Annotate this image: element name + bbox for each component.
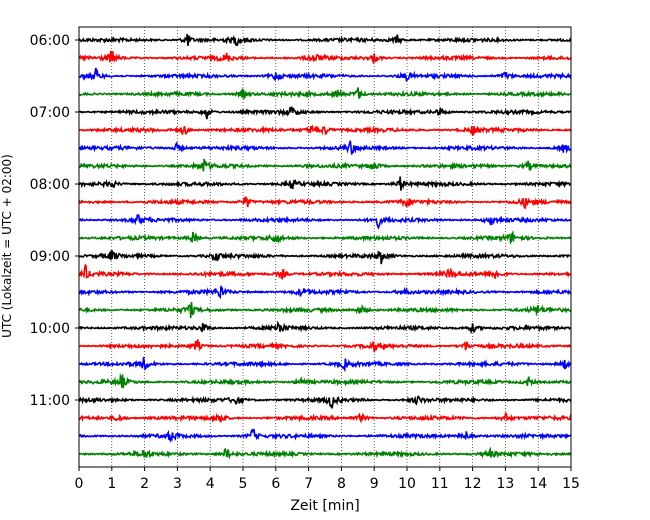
trace-0800 <box>78 176 572 191</box>
y-tick-label: 10:00 <box>30 321 70 337</box>
x-tick-label: 8 <box>337 476 346 492</box>
trace-0830 <box>78 213 572 230</box>
x-axis-label: Zeit [min] <box>290 498 359 514</box>
x-tick-label: 5 <box>239 476 248 492</box>
vertical-gridlines <box>111 27 539 467</box>
y-axis-ticks: 06:00 07:00 08:00 09:00 10:00 11:00 <box>30 33 79 409</box>
trace-0700 <box>78 106 572 120</box>
trace-0615 <box>78 50 572 66</box>
plot-frame <box>78 26 572 468</box>
trace-1000 <box>78 320 572 335</box>
trace-0730 <box>78 140 572 155</box>
x-tick-label: 9 <box>370 476 379 492</box>
x-tick-label: 12 <box>464 476 482 492</box>
x-tick-label: 10 <box>398 476 416 492</box>
x-tick-label: 1 <box>107 476 116 492</box>
trace-0815 <box>78 196 572 210</box>
y-axis-label: UTC (Lokalzeit = UTC + 02:00) <box>0 154 14 338</box>
trace-0630 <box>78 67 572 82</box>
trace-0600 <box>78 33 572 47</box>
x-tick-label: 3 <box>173 476 182 492</box>
trace-0945 <box>78 302 572 319</box>
trace-0645 <box>78 87 572 100</box>
trace-0845 <box>78 230 572 245</box>
x-tick-label: 0 <box>75 476 84 492</box>
x-axis-ticks: 0 1 2 3 4 5 6 7 8 9 10 11 12 13 14 15 <box>75 467 580 492</box>
trace-1115 <box>78 412 572 424</box>
trace-1030 <box>78 356 572 373</box>
x-tick-label: 15 <box>562 476 580 492</box>
x-tick-label: 7 <box>304 476 313 492</box>
y-tick-label: 06:00 <box>30 33 70 49</box>
y-tick-label: 09:00 <box>30 249 70 265</box>
y-tick-label: 07:00 <box>30 105 70 121</box>
x-tick-label: 6 <box>271 476 280 492</box>
trace-0915 <box>78 263 572 281</box>
trace-1100 <box>78 395 572 409</box>
trace-1045 <box>78 372 572 389</box>
x-tick-label: 2 <box>140 476 149 492</box>
trace-1015 <box>78 339 572 353</box>
y-tick-label: 08:00 <box>30 177 70 193</box>
trace-0930 <box>78 285 572 300</box>
trace-1130 <box>78 428 572 444</box>
trace-0900 <box>78 249 572 265</box>
x-tick-label: 14 <box>529 476 547 492</box>
x-tick-label: 13 <box>496 476 514 492</box>
trace-0715 <box>78 124 572 137</box>
y-tick-label: 11:00 <box>30 393 70 409</box>
x-tick-label: 4 <box>206 476 215 492</box>
trace-0745 <box>78 158 572 172</box>
x-tick-label: 11 <box>431 476 449 492</box>
trace-1145 <box>78 446 572 460</box>
seismic-traces <box>78 33 572 460</box>
